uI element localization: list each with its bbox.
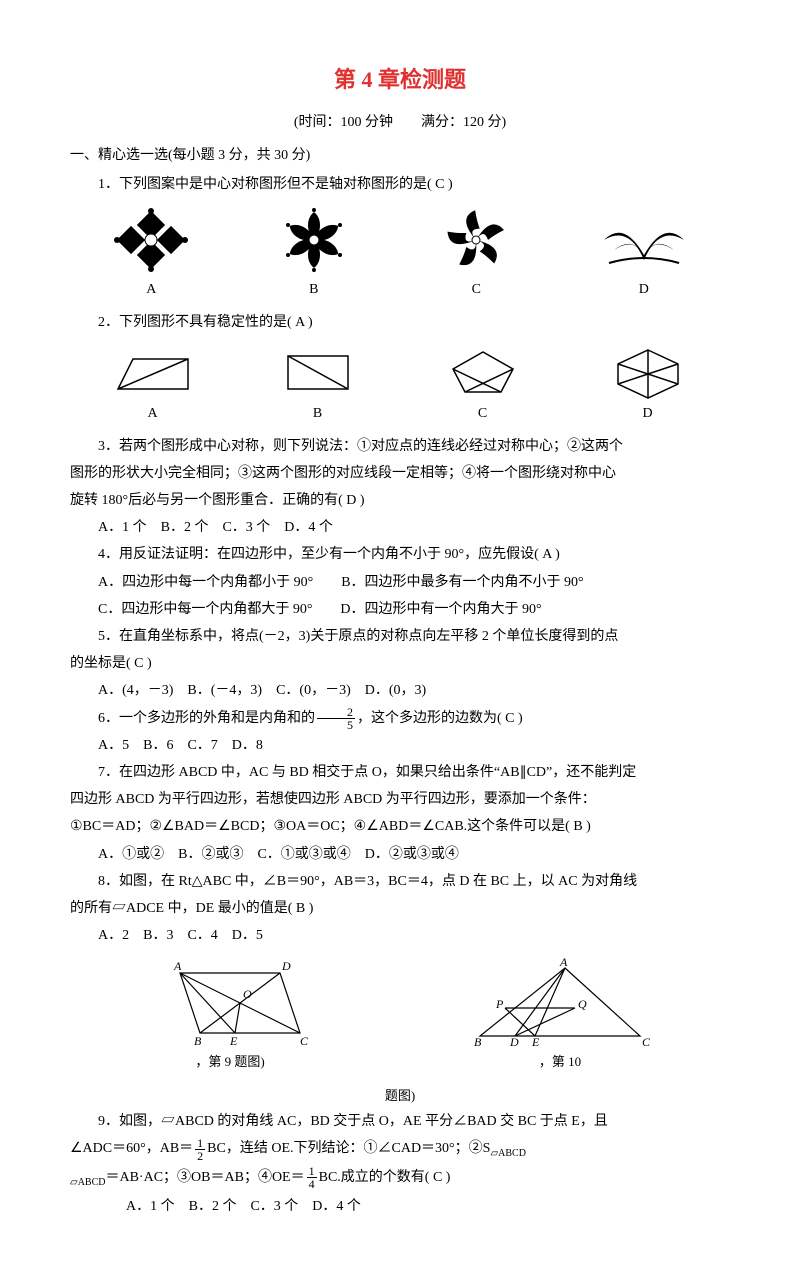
q2-fig-a xyxy=(108,344,198,399)
page-title: 第 4 章检测题 xyxy=(70,60,730,100)
svg-text:P: P xyxy=(495,997,504,1011)
q1-stem: 1．下列图案中是中心对称图形但不是轴对称图形的是( C ) xyxy=(70,172,730,197)
q9-stem-3: ▱ABCD＝AB·AC；③OB＝AB；④OE＝14BC.成立的个数有( C ) xyxy=(70,1165,730,1192)
subtitle: (时间：100 分钟 满分：120 分) xyxy=(70,110,730,135)
q9-stem-3b: BC.成立的个数有( C ) xyxy=(319,1170,451,1185)
q8-stem-1: 8．如图，在 Rt△ABC 中，∠B＝90°，AB＝3，BC＝4，点 D 在 B… xyxy=(70,869,730,894)
q2-label-c: C xyxy=(478,401,487,426)
q1-label-a: A xyxy=(146,277,156,302)
q2-figures: A B C D xyxy=(70,344,730,426)
q9-frac2: 14 xyxy=(307,1165,317,1190)
q1-fig-b xyxy=(274,205,354,275)
q9-sub2: ▱ABCD xyxy=(70,1177,105,1188)
q7-stem-1: 7．在四边形 ABCD 中，AC 与 BD 相交于点 O，如果只给出条件“AB∥… xyxy=(70,760,730,785)
q8-stem-2: 的所有▱ADCE 中，DE 最小的值是( B ) xyxy=(70,896,730,921)
q4-stem: 4．用反证法证明：在四边形中，至少有一个内角不小于 90°，应先假设( A ) xyxy=(70,542,730,567)
fig-q10-caption-b: 题图) xyxy=(70,1084,730,1107)
q1-label-c: C xyxy=(472,277,481,302)
q9-stem-2b: BC，连结 OE.下列结论：①∠CAD＝30°；②S xyxy=(207,1141,490,1156)
q5-stem-1: 5．在直角坐标系中，将点(－2，3)关于原点的对称点向左平移 2 个单位长度得到… xyxy=(70,624,730,649)
svg-text:E: E xyxy=(229,1034,238,1048)
q8-opts: A．2 B．3 C．4 D．5 xyxy=(70,923,730,948)
q3-stem-2: 图形的形状大小完全相同；③这两个图形的对应线段一定相等；④将一个图形绕对称中心 xyxy=(70,461,730,486)
fig-q10-caption-a: ，第 10 xyxy=(539,1050,581,1073)
q1-label-b: B xyxy=(309,277,318,302)
q6-stem: 6．一个多边形的外角和是内角和的25，这个多边形的边数为( C ) xyxy=(70,706,730,731)
q2-fig-b xyxy=(273,344,363,399)
q9-opts: A．1 个 B．2 个 C．3 个 D．4 个 xyxy=(70,1194,730,1219)
q6-stem-a: 6．一个多边形的外角和是内角和的 xyxy=(98,711,315,726)
svg-text:B: B xyxy=(194,1034,202,1048)
q1-fig-d xyxy=(599,205,689,275)
q6-stem-b: ，这个多边形的边数为( C ) xyxy=(357,711,523,726)
q3-stem-3: 旋转 180°后必与另一个图形重合．正确的有( D ) xyxy=(70,488,730,513)
q3-stem-1: 3．若两个图形成中心对称，则下列说法：①对应点的连线必经过对称中心；②这两个 xyxy=(70,434,730,459)
svg-text:B: B xyxy=(474,1035,482,1048)
q9-frac1: 12 xyxy=(195,1137,205,1162)
fig-q9-caption: ，第 9 题图) xyxy=(195,1050,264,1073)
q9-stem-1: 9．如图，▱ABCD 的对角线 AC，BD 交于点 O，AE 平分∠BAD 交 … xyxy=(70,1109,730,1134)
q7-opts: A．①或② B．②或③ C．①或③或④ D．②或③或④ xyxy=(70,842,730,867)
q5-opts: A．(4，－3) B．(－4，3) C．(0，－3) D．(0，3) xyxy=(70,678,730,703)
fig-q10: A P Q B DE C xyxy=(460,958,660,1048)
q6-opts: A．5 B．6 C．7 D．8 xyxy=(70,733,730,758)
q2-label-b: B xyxy=(313,401,322,426)
q8-figures: AD BEC O ，第 9 题图) A PQ BDEC ，第 10 xyxy=(70,958,730,1073)
q1-label-d: D xyxy=(639,277,649,302)
q1-figures: A B C xyxy=(70,205,730,302)
q2-stem: 2．下列图形不具有稳定性的是( A ) xyxy=(70,310,730,335)
q7-stem-2: 四边形 ABCD 为平行四边形，若想使四边形 ABCD 为平行四边形，要添加一个… xyxy=(70,787,730,812)
q1-fig-a xyxy=(111,205,191,275)
q9-sub: ▱ABCD xyxy=(490,1148,525,1159)
svg-text:C: C xyxy=(300,1034,309,1048)
section-heading: 一、精心选一选(每小题 3 分，共 30 分) xyxy=(70,143,730,168)
q2-label-d: D xyxy=(642,401,652,426)
q9-stem-2: ∠ADC＝60°，AB＝12BC，连结 OE.下列结论：①∠CAD＝30°；②S… xyxy=(70,1136,730,1163)
q7-stem-3: ①BC＝AD；②∠BAD＝∠BCD；③OA＝OC；④∠ABD＝∠CAB.这个条件… xyxy=(70,814,730,839)
svg-text:O: O xyxy=(243,987,252,1001)
svg-text:A: A xyxy=(559,958,568,969)
fig-q9: A D B E C O xyxy=(140,958,320,1048)
q6-frac: 25 xyxy=(317,706,355,731)
q4-opts-cd: C．四边形中每一个内角都大于 90° D．四边形中有一个内角大于 90° xyxy=(70,597,730,622)
q4-opts-ab: A．四边形中每一个内角都小于 90° B．四边形中最多有一个内角不小于 90° xyxy=(70,570,730,595)
q2-fig-c xyxy=(438,344,528,399)
q5-stem-2: 的坐标是( C ) xyxy=(70,651,730,676)
svg-text:D: D xyxy=(281,959,291,973)
q2-label-a: A xyxy=(147,401,157,426)
svg-text:A: A xyxy=(173,959,182,973)
q3-opts: A．1 个 B．2 个 C．3 个 D．4 个 xyxy=(70,515,730,540)
svg-text:E: E xyxy=(531,1035,540,1048)
svg-text:C: C xyxy=(642,1035,651,1048)
q9-stem-2a: ∠ADC＝60°，AB＝ xyxy=(70,1141,193,1156)
svg-text:D: D xyxy=(509,1035,519,1048)
svg-text:Q: Q xyxy=(578,997,587,1011)
q1-fig-c xyxy=(436,205,516,275)
q2-fig-d xyxy=(603,344,693,399)
q9-stem-3a: ＝AB·AC；③OB＝AB；④OE＝ xyxy=(105,1170,304,1185)
